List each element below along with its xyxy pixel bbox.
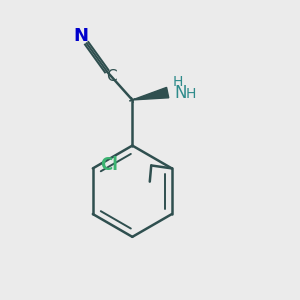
- Text: Cl: Cl: [100, 156, 118, 174]
- Polygon shape: [132, 87, 169, 100]
- Text: C: C: [106, 70, 116, 85]
- Text: N: N: [175, 84, 187, 102]
- Text: H: H: [185, 87, 196, 101]
- Text: N: N: [73, 27, 88, 45]
- Text: H: H: [173, 75, 183, 89]
